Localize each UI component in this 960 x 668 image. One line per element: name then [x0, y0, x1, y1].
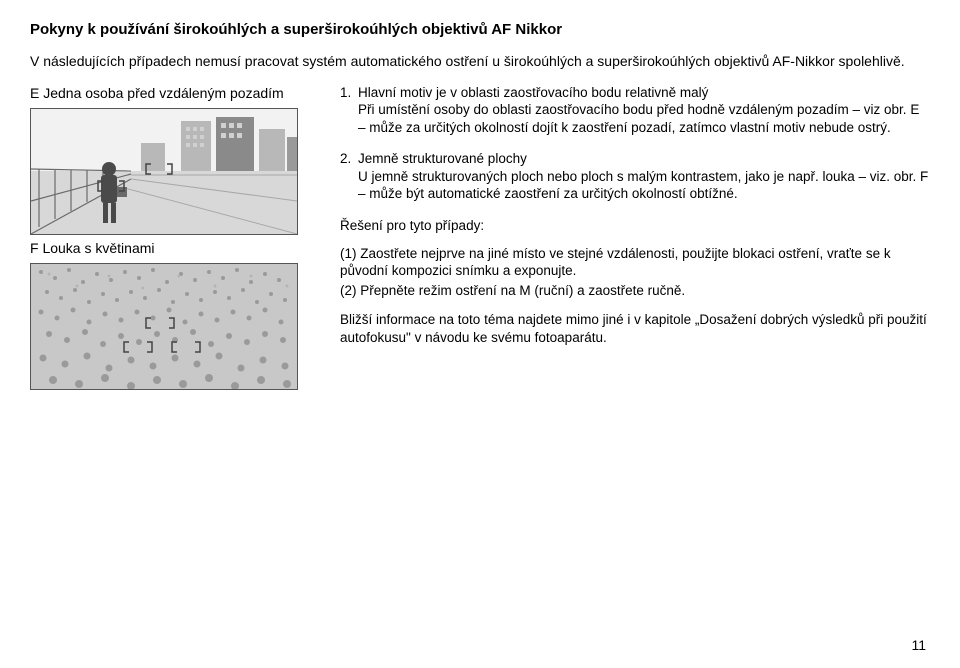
page-number: 11: [911, 636, 926, 654]
item2-body: Jemně strukturované plochy U jemně struk…: [358, 150, 930, 203]
item2-text: U jemně strukturovaných ploch nebo ploch…: [358, 169, 928, 202]
solutions-label: Řešení pro tyto případy:: [340, 217, 930, 235]
caption-e: E Jedna osoba před vzdáleným pozadím: [30, 84, 310, 102]
item1-head: Hlavní motiv je v oblasti zaostřovacího …: [358, 85, 708, 100]
item1-body: Hlavní motiv je v oblasti zaostřovacího …: [358, 84, 930, 137]
right-column: 1. Hlavní motiv je v oblasti zaostřovací…: [340, 84, 930, 390]
item1-text: Při umístění osoby do oblasti zaostřovac…: [358, 102, 919, 135]
page-title: Pokyny k používání širokoúhlých a superš…: [30, 20, 930, 40]
content-columns: E Jedna osoba před vzdáleným pozadím: [30, 84, 930, 390]
left-column: E Jedna osoba před vzdáleným pozadím: [30, 84, 310, 390]
list-item-1: 1. Hlavní motiv je v oblasti zaostřovací…: [340, 84, 930, 137]
item1-number: 1.: [340, 84, 358, 137]
illustration-e-bridge: [30, 108, 298, 235]
solution-1: (1) Zaostřete nejprve na jiné místo ve s…: [340, 245, 930, 280]
illustration-f-meadow: [30, 263, 298, 390]
item2-head: Jemně strukturované plochy: [358, 151, 527, 166]
closing-paragraph: Bližší informace na toto téma najdete mi…: [340, 311, 930, 346]
intro-paragraph: V následujících případech nemusí pracova…: [30, 52, 930, 70]
caption-f: F Louka s květinami: [30, 239, 310, 257]
item2-number: 2.: [340, 150, 358, 203]
list-item-2: 2. Jemně strukturované plochy U jemně st…: [340, 150, 930, 203]
solution-2: (2) Přepněte režim ostření na M (ruční) …: [340, 282, 930, 300]
